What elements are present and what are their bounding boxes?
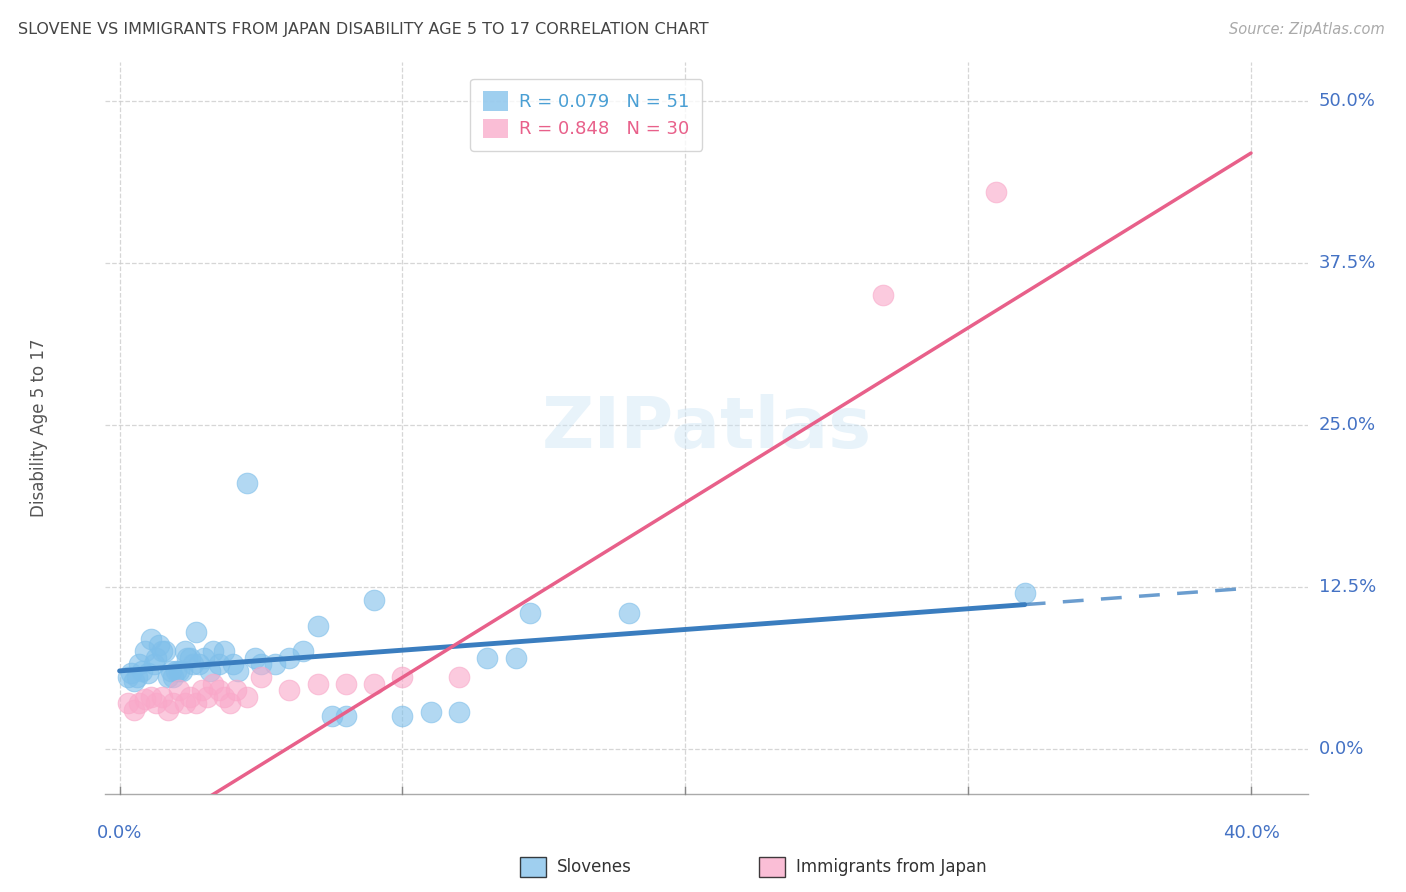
Point	[207, 683, 229, 698]
Point	[219, 696, 242, 710]
Point	[228, 664, 250, 678]
Point	[278, 651, 301, 665]
Point	[363, 592, 385, 607]
Point	[505, 651, 527, 665]
Point	[245, 651, 267, 665]
Point	[117, 696, 139, 710]
Point	[212, 644, 235, 658]
Point	[986, 185, 1008, 199]
Point	[236, 690, 259, 704]
Point	[307, 618, 329, 632]
Point	[128, 696, 150, 710]
Point	[148, 638, 170, 652]
Point	[179, 651, 201, 665]
Point	[447, 670, 470, 684]
Point	[184, 625, 207, 640]
Text: SLOVENE VS IMMIGRANTS FROM JAPAN DISABILITY AGE 5 TO 17 CORRELATION CHART: SLOVENE VS IMMIGRANTS FROM JAPAN DISABIL…	[18, 22, 709, 37]
Text: 0.0%: 0.0%	[1319, 739, 1364, 757]
Point	[477, 651, 499, 665]
Point	[153, 644, 176, 658]
Point	[872, 288, 894, 302]
Text: Immigrants from Japan: Immigrants from Japan	[796, 858, 987, 876]
Point	[250, 670, 273, 684]
Point	[1014, 586, 1036, 600]
Point	[156, 703, 179, 717]
Point	[617, 606, 640, 620]
Point	[447, 706, 470, 720]
Point	[145, 651, 167, 665]
Point	[222, 657, 245, 672]
Point	[321, 709, 343, 723]
Point	[136, 666, 159, 681]
Point	[162, 670, 184, 684]
Text: 40.0%: 40.0%	[1223, 824, 1279, 842]
Point	[162, 696, 184, 710]
Point	[391, 670, 413, 684]
Point	[190, 683, 212, 698]
Point	[225, 683, 247, 698]
Point	[156, 670, 179, 684]
Point	[201, 677, 224, 691]
Point	[167, 683, 190, 698]
Point	[193, 651, 215, 665]
Point	[150, 644, 173, 658]
Point	[207, 657, 229, 672]
Text: 25.0%: 25.0%	[1319, 416, 1376, 434]
Point	[236, 476, 259, 491]
Text: Disability Age 5 to 17: Disability Age 5 to 17	[31, 339, 48, 517]
Text: Slovenes: Slovenes	[557, 858, 631, 876]
Point	[139, 690, 162, 704]
Point	[195, 690, 218, 704]
Legend: R = 0.079   N = 51, R = 0.848   N = 30: R = 0.079 N = 51, R = 0.848 N = 30	[471, 78, 702, 151]
Point	[165, 664, 187, 678]
Point	[201, 644, 224, 658]
Point	[264, 657, 287, 672]
Point	[176, 651, 198, 665]
Point	[278, 683, 301, 698]
Point	[292, 644, 315, 658]
Point	[307, 677, 329, 691]
Point	[187, 657, 209, 672]
Point	[212, 690, 235, 704]
Text: 12.5%: 12.5%	[1319, 578, 1376, 596]
Point	[167, 664, 190, 678]
Point	[128, 657, 150, 672]
Point	[335, 677, 357, 691]
Point	[184, 696, 207, 710]
Point	[131, 664, 153, 678]
Point	[122, 674, 145, 689]
Point	[173, 644, 195, 658]
Point	[159, 664, 181, 678]
Point	[150, 690, 173, 704]
Point	[335, 709, 357, 723]
Point	[250, 657, 273, 672]
Point	[181, 657, 204, 672]
Point	[139, 632, 162, 646]
Point	[170, 664, 193, 678]
Point	[179, 690, 201, 704]
Point	[419, 706, 441, 720]
Text: 0.0%: 0.0%	[97, 824, 142, 842]
Point	[125, 670, 148, 684]
Point	[173, 696, 195, 710]
Point	[519, 606, 541, 620]
Point	[391, 709, 413, 723]
Text: 37.5%: 37.5%	[1319, 254, 1376, 272]
Point	[122, 703, 145, 717]
Point	[120, 666, 142, 681]
Point	[363, 677, 385, 691]
Text: ZIPatlas: ZIPatlas	[541, 393, 872, 463]
Point	[142, 657, 165, 672]
Text: Source: ZipAtlas.com: Source: ZipAtlas.com	[1229, 22, 1385, 37]
Point	[117, 670, 139, 684]
Point	[134, 692, 156, 706]
Point	[198, 664, 221, 678]
Text: 50.0%: 50.0%	[1319, 92, 1375, 111]
Point	[134, 644, 156, 658]
Point	[145, 696, 167, 710]
